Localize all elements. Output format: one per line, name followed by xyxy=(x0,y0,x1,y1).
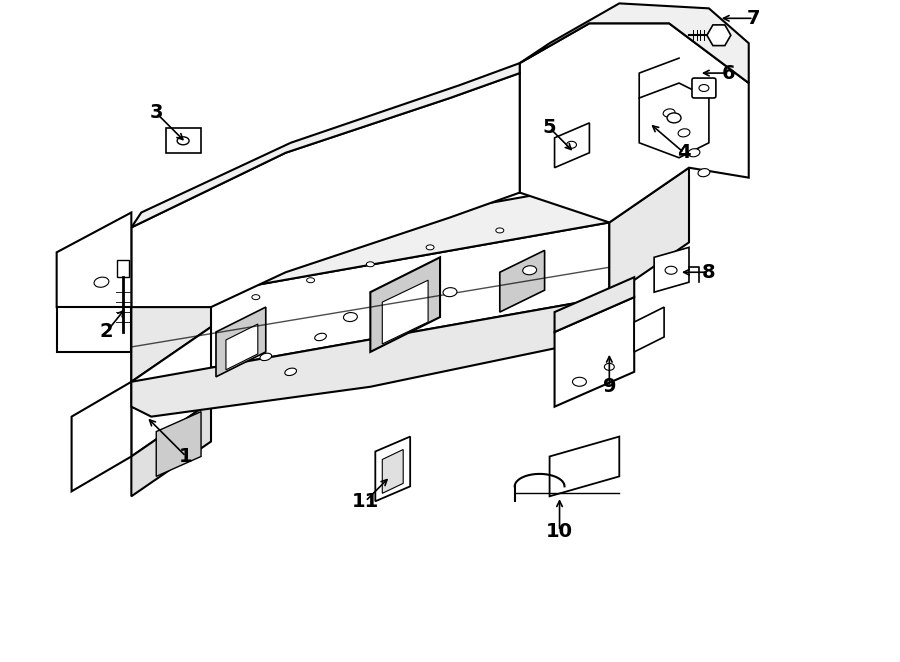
Polygon shape xyxy=(550,436,619,496)
Polygon shape xyxy=(131,222,609,382)
Text: 4: 4 xyxy=(677,143,691,162)
Polygon shape xyxy=(375,436,410,501)
Ellipse shape xyxy=(366,261,374,267)
Polygon shape xyxy=(117,260,130,277)
Text: 7: 7 xyxy=(747,9,760,28)
Ellipse shape xyxy=(252,295,260,300)
Polygon shape xyxy=(131,327,211,457)
Polygon shape xyxy=(519,23,749,222)
Polygon shape xyxy=(639,83,709,158)
Polygon shape xyxy=(72,382,131,491)
Polygon shape xyxy=(554,123,590,167)
Text: 5: 5 xyxy=(543,118,556,137)
Polygon shape xyxy=(131,252,211,382)
Ellipse shape xyxy=(344,312,357,322)
Ellipse shape xyxy=(443,288,457,297)
Ellipse shape xyxy=(177,137,189,145)
Text: 2: 2 xyxy=(100,322,113,342)
Ellipse shape xyxy=(496,228,504,233)
Ellipse shape xyxy=(284,368,296,375)
Polygon shape xyxy=(131,73,519,307)
Polygon shape xyxy=(519,3,749,83)
Polygon shape xyxy=(382,449,403,493)
Polygon shape xyxy=(57,213,131,307)
Polygon shape xyxy=(500,250,544,312)
Text: 3: 3 xyxy=(149,103,163,122)
Ellipse shape xyxy=(665,266,677,274)
Ellipse shape xyxy=(307,278,315,283)
Ellipse shape xyxy=(688,149,700,157)
Polygon shape xyxy=(131,167,689,307)
FancyBboxPatch shape xyxy=(692,78,716,98)
Polygon shape xyxy=(634,307,664,352)
Ellipse shape xyxy=(523,265,536,275)
Polygon shape xyxy=(57,307,131,352)
Text: 11: 11 xyxy=(352,492,379,511)
Polygon shape xyxy=(554,297,634,406)
Polygon shape xyxy=(609,167,689,297)
Ellipse shape xyxy=(315,333,327,341)
Ellipse shape xyxy=(667,113,681,123)
Text: 9: 9 xyxy=(603,377,616,397)
Ellipse shape xyxy=(94,277,109,287)
Polygon shape xyxy=(554,277,634,332)
Ellipse shape xyxy=(698,169,710,177)
Ellipse shape xyxy=(604,363,615,370)
Ellipse shape xyxy=(678,129,690,137)
Polygon shape xyxy=(226,324,257,370)
Text: 10: 10 xyxy=(546,522,573,541)
Ellipse shape xyxy=(566,141,577,148)
Polygon shape xyxy=(157,412,201,477)
Polygon shape xyxy=(216,307,266,377)
Polygon shape xyxy=(654,248,689,292)
Polygon shape xyxy=(382,280,428,344)
Polygon shape xyxy=(131,402,211,496)
Ellipse shape xyxy=(260,354,272,361)
Ellipse shape xyxy=(663,109,675,117)
Polygon shape xyxy=(166,128,201,153)
Ellipse shape xyxy=(699,85,709,91)
Polygon shape xyxy=(370,258,440,352)
Polygon shape xyxy=(131,297,609,416)
Ellipse shape xyxy=(572,377,587,386)
Text: 8: 8 xyxy=(702,263,716,282)
Ellipse shape xyxy=(426,245,434,250)
Text: 6: 6 xyxy=(722,64,735,83)
Text: 1: 1 xyxy=(179,447,193,466)
Polygon shape xyxy=(131,63,519,228)
